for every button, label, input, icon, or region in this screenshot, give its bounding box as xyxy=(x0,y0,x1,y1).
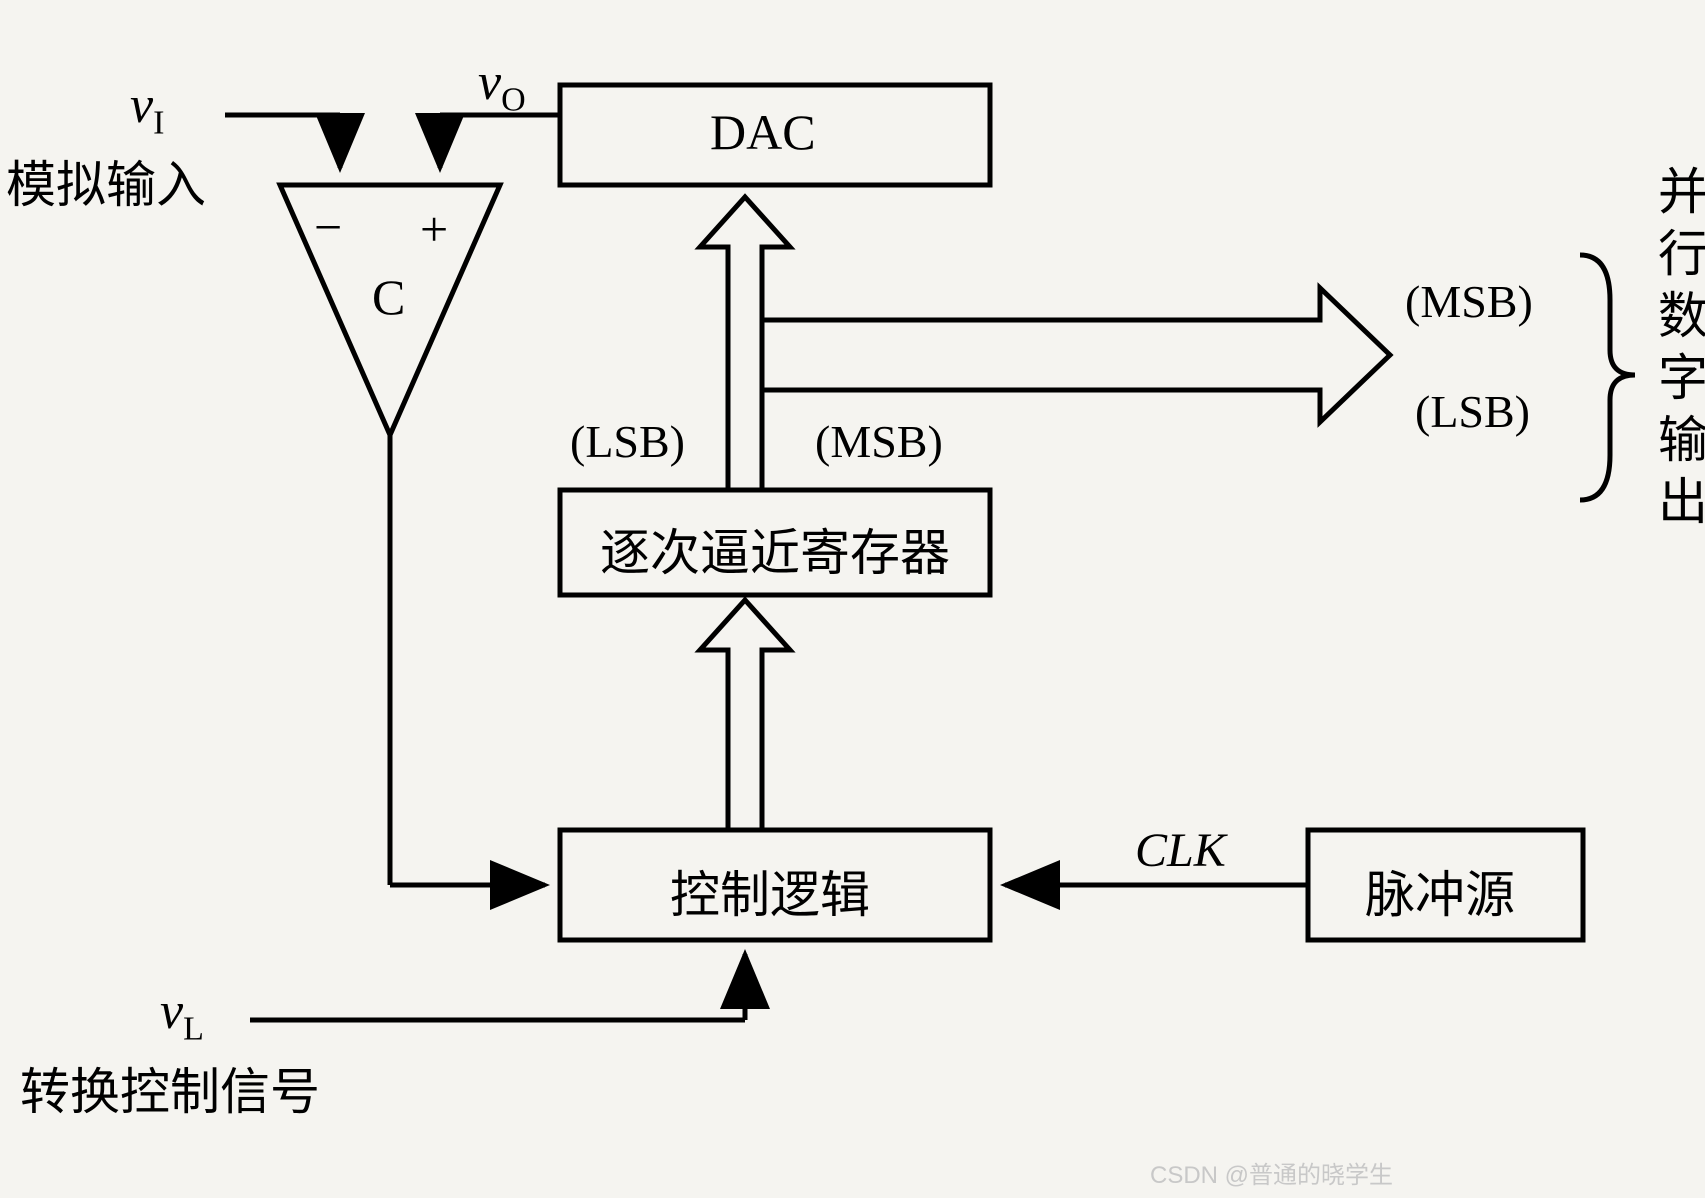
vi-label: vI xyxy=(130,76,164,142)
block-arrow-sar-dac xyxy=(700,197,790,490)
msb-out: (MSB) xyxy=(1405,275,1533,328)
clk-src-label: 脉冲源 xyxy=(1365,855,1515,927)
lsb-sar: (LSB) xyxy=(570,415,685,468)
minus-label: − xyxy=(314,198,342,256)
curly-brace xyxy=(1580,255,1635,500)
plus-label: + xyxy=(420,200,448,258)
clk-label: CLK xyxy=(1135,823,1226,878)
vo-label: vO xyxy=(478,53,526,119)
vl-label: vL xyxy=(160,982,204,1048)
analog-input-label: 模拟输入 xyxy=(6,145,206,217)
watermark: CSDN @普通的晓学生 xyxy=(1150,1155,1393,1190)
sar-label: 逐次逼近寄存器 xyxy=(600,513,950,585)
comparator-c: C xyxy=(372,268,405,326)
msb-sar: (MSB) xyxy=(815,415,943,468)
block-arrow-ctrl-sar xyxy=(700,600,790,830)
ctrl-label: 控制逻辑 xyxy=(670,855,870,927)
block-arrow-output xyxy=(762,288,1390,422)
dac-label: DAC xyxy=(710,103,816,161)
lsb-out: (LSB) xyxy=(1415,385,1530,438)
parallel-output-label: 并行数字输出 xyxy=(1643,165,1705,537)
convert-ctrl-label: 转换控制信号 xyxy=(20,1052,320,1124)
